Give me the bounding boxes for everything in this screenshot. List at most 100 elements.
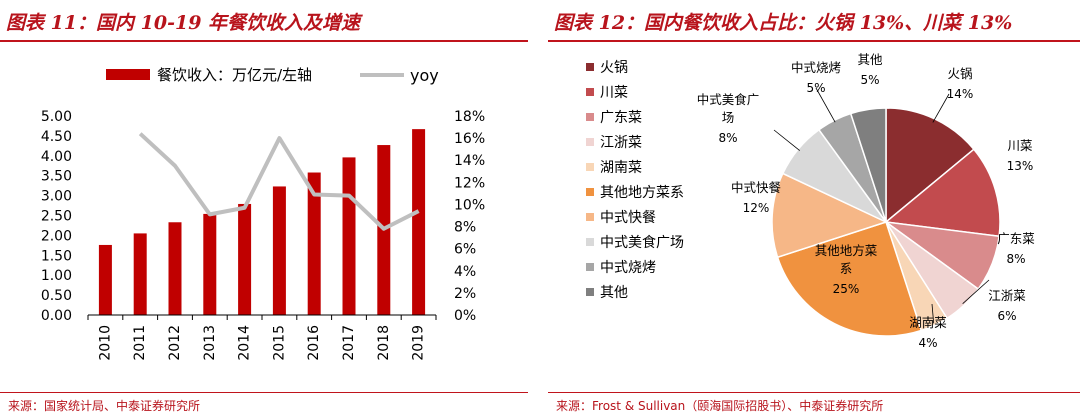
- legend-line-label: yoy: [410, 66, 439, 85]
- revenue-bar: [168, 222, 182, 315]
- legend-swatch: [586, 188, 594, 196]
- figure-12-panel: 图表 12：国内餐饮收入占比：火锅 13%、川菜 13% 火锅 川菜 广东菜 江浙菜湖…: [548, 0, 1080, 419]
- y-left-tick-label: 0.50: [41, 288, 72, 304]
- legend-label: 其他地方菜系: [600, 185, 684, 201]
- figure-11-bottom-rule: [0, 392, 528, 393]
- x-tick-label: 2012: [167, 325, 183, 361]
- legend-swatch: [586, 238, 594, 246]
- figure-11-top-rule: [0, 40, 528, 42]
- slice-category-label: 中式美食广: [697, 92, 760, 107]
- slice-label: 火锅 14%: [947, 66, 974, 101]
- figure-12-title: 图表 12：国内餐饮收入占比：火锅 13%、川菜 13%: [554, 12, 1013, 34]
- legend-bar-swatch: [106, 69, 150, 80]
- slice-pct-label: 8%: [718, 131, 737, 145]
- y-right-tick-label: 6%: [454, 242, 476, 258]
- leader-line: [815, 87, 836, 123]
- legend-bar-label: 餐饮收入：万亿元/左轴: [157, 66, 312, 84]
- revenue-bar-line-chart: 餐饮收入：万亿元/左轴 yoy 5.00 4.50 4.00 3.50 3.00 2.50 2.…: [41, 66, 485, 361]
- legend-swatch: [586, 288, 594, 296]
- slice-pct-label: 13%: [1007, 159, 1034, 173]
- slice-pct-label: 5%: [860, 73, 879, 87]
- slice-label: 中式美食广场 8%: [697, 92, 760, 145]
- legend-swatch: [586, 138, 594, 146]
- x-tick-label: 2016: [306, 325, 322, 361]
- slice-label: 广东菜 8%: [997, 231, 1035, 266]
- pie-slice: [884, 148, 1001, 238]
- y-right-tick-label: 10%: [454, 197, 485, 213]
- legend-swatch: [586, 88, 594, 96]
- y-right-tick-label: 14%: [454, 153, 485, 169]
- revenue-bar: [98, 244, 112, 315]
- slice-category-label: 中式快餐: [731, 180, 782, 195]
- pie-slice: [849, 107, 887, 223]
- leader-line: [962, 279, 990, 304]
- slice-pct-label: 14%: [947, 87, 974, 101]
- legend-label: 中式美食广场: [600, 234, 684, 251]
- legend-label: 广东菜: [600, 110, 642, 126]
- y-right-tick-label: 12%: [454, 175, 485, 191]
- slice-category-label: 其他: [857, 52, 883, 67]
- slice-category-label: 广东菜: [997, 231, 1035, 246]
- legend-swatch: [586, 63, 594, 71]
- legend-label: 中式快餐: [600, 210, 656, 226]
- y-right-tick-label: 2%: [454, 286, 476, 302]
- slice-category-label: 中式烧烤: [791, 60, 841, 75]
- leader-line: [931, 303, 935, 324]
- figure-11-source: 来源：国家统计局、中泰证券研究所: [8, 399, 201, 413]
- x-tick-label: 2010: [97, 325, 113, 361]
- legend-label: 江浙菜: [600, 135, 642, 151]
- legend-label: 中式烧烤: [600, 260, 656, 276]
- y-right-tick-label: 18%: [454, 109, 485, 125]
- slice-label: 中式快餐 12%: [731, 180, 782, 215]
- pie-slice: [771, 172, 889, 259]
- legend-swatch: [586, 113, 594, 121]
- y-left-tick-label: 3.50: [41, 169, 72, 185]
- y-right-tick-label: 8%: [454, 220, 476, 236]
- slice-pct-label: 6%: [997, 309, 1016, 323]
- y-left-tick-label: 1.00: [41, 268, 72, 284]
- legend-label: 湖南菜: [600, 160, 642, 176]
- figure-11-title: 图表 11：国内 10-19 年餐饮收入及增速: [6, 12, 361, 34]
- figure-12-source: 来源：Frost & Sullivan（颐海国际招股书）、中泰证券研究所: [556, 399, 884, 413]
- revenue-bar: [272, 186, 286, 315]
- slice-pct-label: 4%: [918, 336, 937, 350]
- legend-label: 川菜: [600, 85, 628, 101]
- slice-label: 其他 5%: [857, 52, 883, 87]
- yoy-line: [138, 132, 420, 231]
- y-right-tick-label: 0%: [454, 308, 476, 324]
- y-left-tick-label: 3.00: [41, 189, 72, 205]
- slice-category-label: 火锅: [947, 66, 972, 81]
- legend-swatch: [586, 163, 594, 171]
- revenue-bar: [133, 233, 147, 315]
- y-left-tick-label: 4.50: [41, 129, 72, 145]
- slice-category-label-cont: 场: [722, 110, 735, 125]
- x-tick-label: 2014: [237, 325, 253, 361]
- figure-11-panel: 图表 11：国内 10-19 年餐饮收入及增速 餐饮收入：万亿元/左轴 yoy 5.…: [0, 0, 528, 419]
- slice-label: 其他地方菜系 25%: [815, 243, 878, 296]
- slice-category-label: 川菜: [1007, 138, 1033, 153]
- x-tick-label: 2019: [411, 325, 427, 361]
- slice-category-label: 湖南菜: [909, 315, 947, 330]
- revenue-bar: [307, 172, 321, 315]
- y-left-tick-label: 0.00: [41, 308, 72, 324]
- slice-label: 湖南菜 4%: [909, 315, 947, 350]
- leader-line: [773, 129, 800, 151]
- revenue-bar: [238, 203, 252, 315]
- slice-label: 川菜 13%: [1007, 138, 1034, 173]
- legend-swatch: [586, 213, 594, 221]
- figure-12-bottom-rule: [548, 392, 1080, 393]
- slice-pct-label: 8%: [1006, 252, 1025, 266]
- slice-pct-label: 25%: [833, 282, 860, 296]
- slice-pct-label: 12%: [743, 201, 770, 215]
- x-tick-label: 2017: [341, 325, 357, 361]
- y-right-tick-label: 4%: [454, 264, 476, 280]
- x-tick-label: 2011: [132, 325, 148, 361]
- cuisine-share-pie-chart: 火锅川菜广东菜江浙菜湖南菜其他地方菜系中式快餐中式美食广场中式烧烤其他火锅14%…: [586, 52, 1035, 350]
- x-tick-label: 2018: [376, 325, 392, 361]
- y-left-tick-label: 5.00: [41, 109, 72, 125]
- legend-swatch: [586, 263, 594, 271]
- slice-category-label-cont: 系: [840, 261, 853, 276]
- y-left-tick-label: 1.50: [41, 248, 72, 264]
- revenue-bar: [342, 157, 356, 315]
